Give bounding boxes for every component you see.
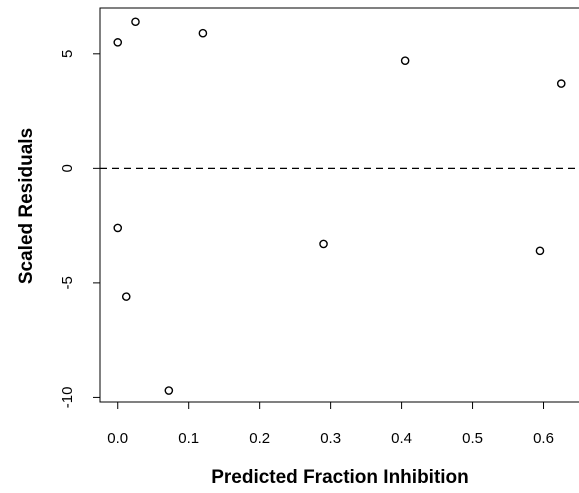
y-axis: -10 -5 0 5 bbox=[59, 50, 100, 409]
plot-frame-layer bbox=[99, 7, 579, 403]
x-axis: 0.0 0.1 0.2 0.3 0.4 0.5 0.6 bbox=[107, 402, 554, 447]
x-tick-label: 0.6 bbox=[533, 430, 554, 447]
x-tick-label: 0.1 bbox=[178, 430, 199, 447]
y-tick-label: 5 bbox=[59, 50, 76, 58]
data-point bbox=[319, 239, 328, 249]
data-point bbox=[131, 17, 140, 27]
plot-frame bbox=[99, 7, 579, 403]
y-tick-label: -10 bbox=[59, 387, 76, 409]
x-axis-title: Predicted Fraction Inhibition bbox=[211, 467, 469, 488]
data-point bbox=[113, 223, 123, 233]
data-point bbox=[535, 246, 545, 256]
data-point bbox=[164, 386, 174, 395]
x-tick-label: 0.0 bbox=[107, 430, 128, 447]
x-tick-label: 0.4 bbox=[391, 430, 412, 447]
x-tick-label: 0.3 bbox=[320, 430, 341, 447]
data-point bbox=[556, 79, 566, 88]
data-point bbox=[113, 38, 123, 47]
data-points-layer bbox=[113, 17, 566, 395]
y-tick-label: 0 bbox=[59, 164, 76, 172]
data-point bbox=[121, 292, 131, 301]
data-point bbox=[400, 56, 410, 65]
data-point bbox=[198, 28, 208, 38]
x-tick-label: 0.5 bbox=[462, 430, 483, 447]
y-axis-title: Scaled Residuals bbox=[16, 128, 37, 284]
y-tick-label: -5 bbox=[59, 276, 76, 289]
x-tick-label: 0.2 bbox=[249, 430, 270, 447]
